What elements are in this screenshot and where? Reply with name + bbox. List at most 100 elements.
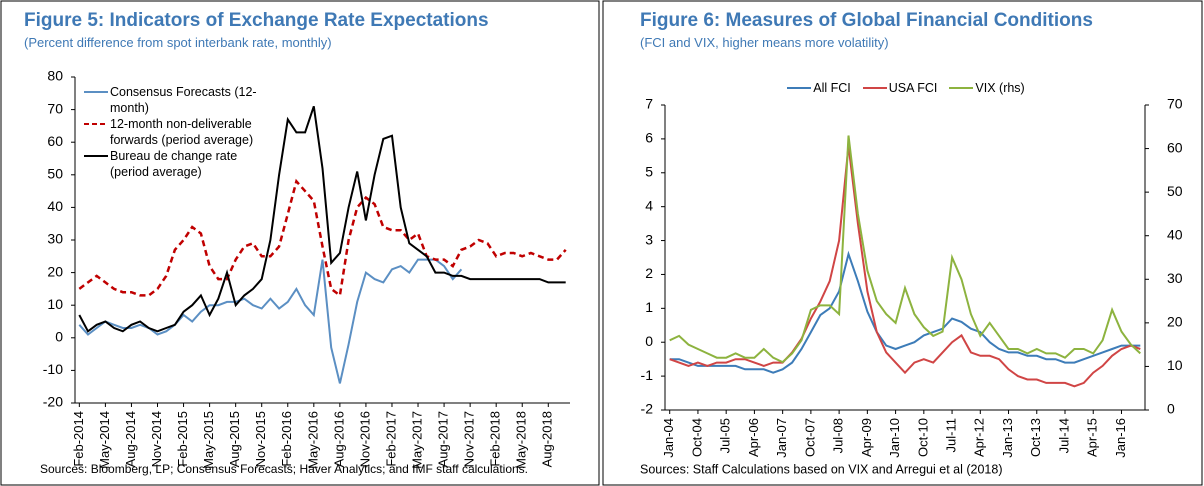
y2-tick-label: 60 <box>1167 139 1183 155</box>
y-tick-label: 40 <box>47 198 63 214</box>
x-tick-label: Jan-13 <box>1000 418 1015 458</box>
x-tick-label: Oct-04 <box>689 418 704 457</box>
y-tick-label: 3 <box>645 231 653 247</box>
x-tick-label: Jan-16 <box>1113 418 1128 458</box>
series-line <box>78 178 567 298</box>
y-tick-label: -1 <box>641 367 654 383</box>
legend-item: USA FCI <box>861 80 938 96</box>
series-line <box>78 105 566 333</box>
x-tick-label: Aug-2015 <box>227 411 242 467</box>
x-tick-label: Oct-10 <box>915 418 930 457</box>
y-tick-label: 50 <box>47 166 63 182</box>
source: Sources: Staff Calculations based on VIX… <box>640 462 1003 476</box>
y-tick-label: 20 <box>47 263 63 279</box>
y-tick-label: 5 <box>645 163 653 179</box>
y-tick-label: 7 <box>645 96 653 112</box>
series-line <box>669 250 1141 374</box>
y2-tick-label: 30 <box>1167 270 1183 286</box>
y-tick-label: 1 <box>645 299 653 315</box>
legend-label: VIX (rhs) <box>975 81 1025 95</box>
chart-subtitle: (FCI and VIX, higher means more volatili… <box>640 35 889 50</box>
legend-item: Bureau de change rate (period average) <box>82 148 292 180</box>
x-tick-label: Apr-12 <box>972 418 987 457</box>
x-tick-label: Apr-15 <box>1085 418 1100 457</box>
source: Sources: Bloomberg, LP; Consensus Foreca… <box>40 462 528 476</box>
legend: Consensus Forecasts (12-month) 12-month n… <box>82 84 292 180</box>
y2-tick-label: 20 <box>1167 314 1183 330</box>
legend-item: VIX (rhs) <box>947 80 1025 96</box>
series-line <box>669 135 1141 364</box>
x-tick-label: May-2018 <box>514 411 529 469</box>
legend: All FCI USA FCI VIX (rhs) <box>665 80 1145 96</box>
y-tick-label: -2 <box>641 401 654 417</box>
x-tick-label: Feb-2014 <box>71 411 86 467</box>
legend-item: 12-month non-deliverable forwards (perio… <box>82 116 292 148</box>
legend-item: All FCI <box>785 80 851 96</box>
x-tick-label: May-2015 <box>201 411 216 469</box>
chart-title: Figure 5: Indicators of Exchange Rate Ex… <box>24 10 489 31</box>
x-tick-label: Nov-2017 <box>462 411 477 467</box>
y2-tick-label: 0 <box>1167 401 1175 417</box>
legend-label: Bureau de change rate (period average) <box>110 149 238 179</box>
legend-label: Consensus Forecasts (12-month) <box>110 85 257 115</box>
y2-tick-label: 40 <box>1167 226 1183 242</box>
legend-swatch <box>787 87 812 89</box>
legend-swatch <box>862 87 887 89</box>
y-tick-label: 60 <box>47 133 63 149</box>
x-tick-label: Jan-10 <box>887 418 902 458</box>
x-tick-label: Feb-2015 <box>175 411 190 467</box>
y-tick-label: 30 <box>47 231 63 247</box>
series-line <box>78 258 463 384</box>
x-tick-label: Aug-2017 <box>436 411 451 467</box>
x-tick-label: Aug-2014 <box>123 411 138 467</box>
legend-item: Consensus Forecasts (12-month) <box>82 84 292 116</box>
x-tick-label: Aug-2016 <box>331 411 346 467</box>
x-tick-label: Apr-09 <box>859 418 874 457</box>
x-tick-label: May-2016 <box>305 411 320 469</box>
x-tick-label: Apr-06 <box>746 418 761 457</box>
x-tick-label: Nov-2016 <box>357 411 372 467</box>
x-tick-label: Feb-2018 <box>488 411 503 467</box>
legend-swatch <box>84 123 108 125</box>
y-tick-label: 10 <box>47 296 63 312</box>
y2-tick-label: 50 <box>1167 183 1183 199</box>
x-tick-label: Jul-05 <box>718 418 733 453</box>
x-tick-label: Feb-2017 <box>383 411 398 467</box>
y-tick-label: 80 <box>47 68 63 84</box>
x-tick-label: Jul-08 <box>831 418 846 453</box>
y2-tick-label: 10 <box>1167 357 1183 373</box>
x-tick-label: Oct-13 <box>1028 418 1043 457</box>
legend-label: 12-month non-deliverable forwards (perio… <box>110 117 254 147</box>
legend-swatch <box>949 87 974 89</box>
legend-swatch <box>84 91 108 93</box>
y-tick-label: -20 <box>43 394 63 410</box>
y-tick-label: 4 <box>645 197 653 213</box>
x-tick-label: Jan-07 <box>774 418 789 458</box>
y-tick-label: 0 <box>645 333 653 349</box>
y-tick-label: -10 <box>43 361 63 377</box>
x-tick-label: Nov-2014 <box>149 411 164 467</box>
y2-tick-label: 70 <box>1167 96 1183 112</box>
panel-border <box>602 0 1203 486</box>
y-tick-label: 70 <box>47 100 63 116</box>
panel-border <box>0 0 600 486</box>
x-tick-label: Nov-2015 <box>253 411 268 467</box>
legend-swatch <box>84 155 108 157</box>
y-tick-label: 0 <box>55 329 63 345</box>
x-tick-label: May-2017 <box>409 411 424 469</box>
legend-label: USA FCI <box>888 81 938 95</box>
x-tick-label: May-2014 <box>97 411 112 469</box>
chart-title: Figure 6: Measures of Global Financial C… <box>640 10 1093 31</box>
legend-label: All FCI <box>813 81 851 95</box>
series-line <box>669 145 1141 388</box>
x-tick-label: Jul-11 <box>943 418 958 452</box>
x-tick-label: Oct-07 <box>802 418 817 457</box>
x-tick-label: Aug-2018 <box>540 411 555 467</box>
y-tick-label: 2 <box>645 265 653 281</box>
x-tick-label: Jan-04 <box>661 418 676 458</box>
chart-subtitle: (Percent difference from spot interbank … <box>24 35 332 50</box>
y-tick-label: 6 <box>645 130 653 146</box>
x-tick-label: Feb-2016 <box>279 411 294 467</box>
